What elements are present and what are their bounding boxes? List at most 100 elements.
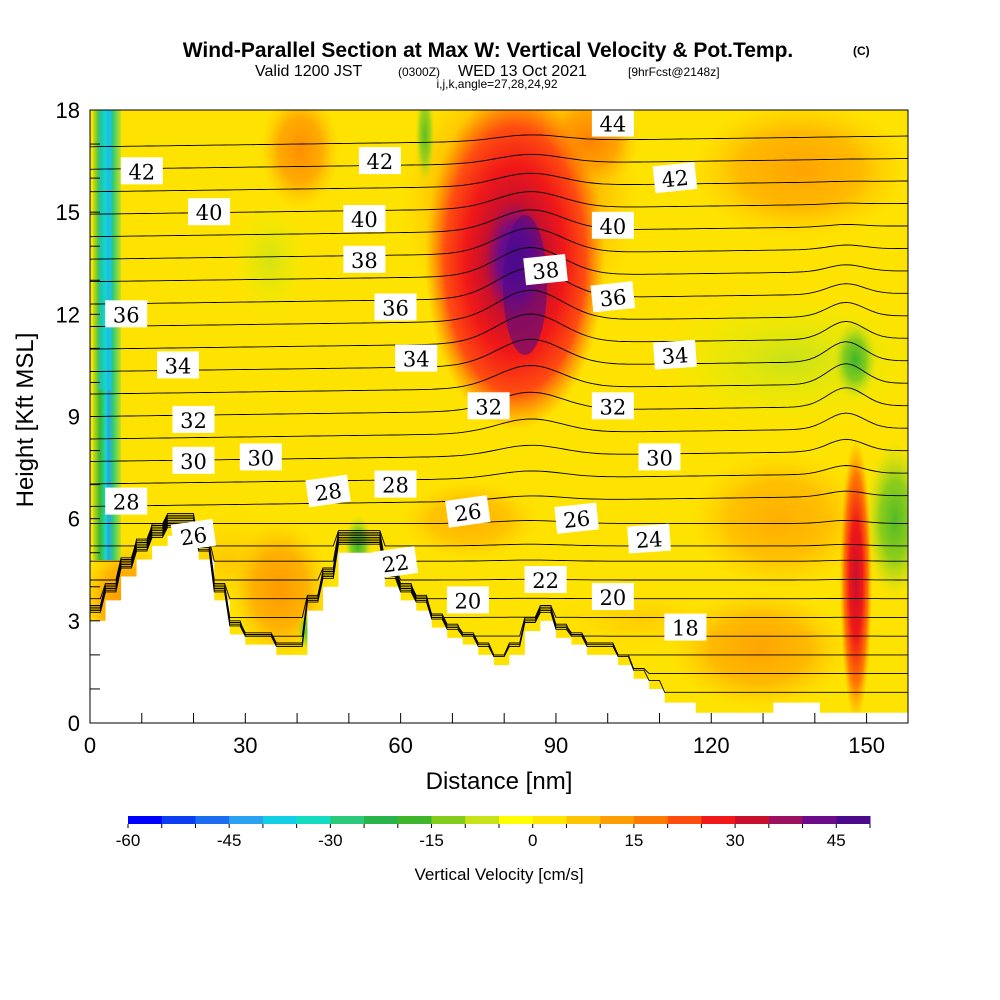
contour-label: 42 <box>358 147 401 175</box>
colorbar-swatch <box>262 816 298 824</box>
colorbar-swatch <box>532 816 567 824</box>
contour-label-text: 22 <box>532 569 559 593</box>
contour-label: 34 <box>395 344 438 372</box>
contour-label-text: 26 <box>453 499 483 526</box>
isentrope-26 <box>90 513 908 547</box>
contour-label-text: 24 <box>635 527 663 553</box>
contour-label-text: 36 <box>113 303 140 327</box>
contour-label-text: 34 <box>403 348 430 372</box>
colorbar-swatch <box>667 816 702 824</box>
contour-label: 34 <box>653 339 697 370</box>
valid-prefix: Valid 1200 JST <box>255 63 363 80</box>
contour-label-text: 30 <box>646 446 673 470</box>
y-tick-label: 0 <box>68 711 80 736</box>
colorbar-tick-label: -30 <box>318 831 343 850</box>
colorbar-tick-label: 0 <box>528 831 537 850</box>
isentrope-24 <box>90 516 908 581</box>
contour-label-text: 34 <box>165 354 192 378</box>
colorbar-tick-label: 30 <box>726 831 745 850</box>
contour-label: 22 <box>524 566 567 593</box>
isentrope-36 <box>90 289 908 328</box>
colorbar-swatch <box>397 816 433 824</box>
colorbar-swatch <box>431 816 466 824</box>
contour-label-text: 38 <box>531 258 560 285</box>
potential-temperature-contours <box>90 134 908 693</box>
colorbar-tick-label: 45 <box>827 831 846 850</box>
contour-label: 40 <box>343 205 386 232</box>
contour-label: 24 <box>627 523 671 554</box>
contour-label: 30 <box>239 443 282 471</box>
contour-label: 20 <box>446 586 489 614</box>
y-tick-label: 6 <box>68 507 80 532</box>
colorbar-swatch <box>735 816 770 824</box>
colorbar-swatch <box>330 816 365 824</box>
contour-label: 26 <box>170 518 217 552</box>
contour-label: 40 <box>591 211 634 239</box>
colorbar-swatch <box>802 816 837 824</box>
terrain-mask <box>90 535 908 723</box>
contour-label-text: 38 <box>351 249 378 273</box>
isentrope-38 <box>90 247 908 283</box>
colorbar-swatch <box>566 816 601 824</box>
contour-label: 32 <box>467 392 510 420</box>
isentrope-39 <box>90 227 908 260</box>
contour-label: 42 <box>652 161 698 194</box>
colorbar-swatch <box>229 816 264 824</box>
x-tick-label: 150 <box>848 733 885 758</box>
contour-label: 44 <box>591 109 634 137</box>
isentrope-25 <box>90 514 908 562</box>
contour-label: 30 <box>172 446 215 474</box>
isentrope-27 <box>90 519 908 524</box>
colorbar-swatch <box>161 816 196 824</box>
x-tick-label: 60 <box>388 733 412 758</box>
contour-label: 38 <box>343 245 386 273</box>
colorbar-swatch <box>600 816 635 824</box>
isentrope-33 <box>90 363 908 395</box>
isentrope-28 <box>90 490 908 507</box>
colorbar-swatch <box>128 816 163 824</box>
isentrope-42 <box>90 172 908 193</box>
chart-subtitle: Valid 1200 JST (0300Z) WED 13 Oct 2021 [… <box>255 63 720 80</box>
x-tick-label: 90 <box>544 733 568 758</box>
contour-label: 28 <box>305 474 351 508</box>
contour-label-text: 42 <box>128 160 155 184</box>
contour-label-text: 22 <box>381 550 411 577</box>
colorbar-swatch <box>195 816 230 824</box>
y-tick-label: 9 <box>68 405 80 430</box>
contour-label: 22 <box>372 546 419 579</box>
x-tick-label: 0 <box>84 733 96 758</box>
chart-title-unit: (C) <box>853 44 870 58</box>
isentrope-29 <box>90 465 908 485</box>
x-axis: 0 30 60 90 120 150 <box>84 713 885 758</box>
isentrope-23 <box>90 518 908 600</box>
contour-label-text: 42 <box>661 166 690 193</box>
contour-label: 38 <box>523 253 568 286</box>
isentrope-30 <box>90 438 908 462</box>
contour-label-text: 40 <box>351 208 378 232</box>
y-tick-label: 3 <box>68 609 80 634</box>
colorbar-tick-label: -15 <box>419 831 444 850</box>
contour-label-text: 40 <box>196 201 223 225</box>
contour-label: 32 <box>172 405 215 433</box>
colorbar-swatch <box>465 816 500 824</box>
contour-label-text: 36 <box>382 297 409 321</box>
isentrope-40 <box>90 209 908 238</box>
isentrope-35 <box>90 313 908 350</box>
valid-date: WED 13 Oct 2021 <box>458 63 587 80</box>
contour-label: 36 <box>105 300 148 328</box>
contour-label: 32 <box>591 392 634 420</box>
contour-label: 40 <box>188 198 231 226</box>
colorbar-tick-label: -60 <box>116 831 141 850</box>
y-tick-label: 12 <box>56 302 80 327</box>
contour-label-text: 26 <box>562 506 591 533</box>
x-tick-label: 120 <box>693 733 730 758</box>
contour-label: 42 <box>120 157 163 185</box>
contour-label-text: 32 <box>475 395 502 419</box>
contour-label: 36 <box>374 293 417 321</box>
isentrope-34 <box>90 338 908 372</box>
section-meta: i,j,k,angle=27,28,24,92 <box>436 77 557 91</box>
contour-label-text: 20 <box>600 586 627 610</box>
isentrope-31 <box>90 412 908 440</box>
